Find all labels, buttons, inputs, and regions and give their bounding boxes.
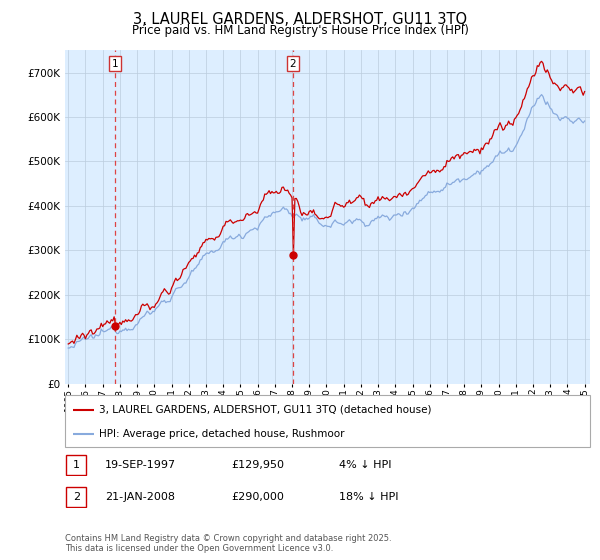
Text: 3, LAUREL GARDENS, ALDERSHOT, GU11 3TQ (detached house): 3, LAUREL GARDENS, ALDERSHOT, GU11 3TQ (…: [99, 404, 431, 414]
Text: Price paid vs. HM Land Registry's House Price Index (HPI): Price paid vs. HM Land Registry's House …: [131, 24, 469, 36]
Text: £290,000: £290,000: [231, 492, 284, 502]
Text: 2: 2: [290, 59, 296, 69]
Text: 3, LAUREL GARDENS, ALDERSHOT, GU11 3TQ: 3, LAUREL GARDENS, ALDERSHOT, GU11 3TQ: [133, 12, 467, 27]
Text: 19-SEP-1997: 19-SEP-1997: [105, 460, 176, 470]
Text: £129,950: £129,950: [231, 460, 284, 470]
Text: 2: 2: [73, 492, 80, 502]
Text: 4% ↓ HPI: 4% ↓ HPI: [339, 460, 391, 470]
FancyBboxPatch shape: [66, 487, 86, 507]
Text: 21-JAN-2008: 21-JAN-2008: [105, 492, 175, 502]
FancyBboxPatch shape: [65, 395, 590, 447]
Text: Contains HM Land Registry data © Crown copyright and database right 2025.
This d: Contains HM Land Registry data © Crown c…: [65, 534, 391, 553]
FancyBboxPatch shape: [66, 455, 86, 475]
Text: 1: 1: [112, 59, 118, 69]
Text: HPI: Average price, detached house, Rushmoor: HPI: Average price, detached house, Rush…: [99, 429, 344, 439]
Text: 18% ↓ HPI: 18% ↓ HPI: [339, 492, 398, 502]
Text: 1: 1: [73, 460, 80, 470]
